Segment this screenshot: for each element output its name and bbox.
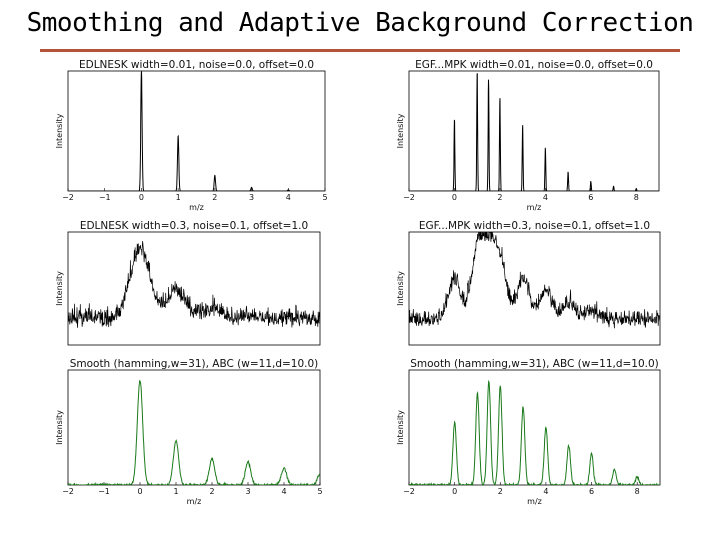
series-line <box>409 379 660 485</box>
y-axis-label: Intensity <box>396 113 405 148</box>
x-tick-label: 4 <box>286 193 291 202</box>
x-tick-label: 8 <box>635 487 640 496</box>
panel-4: EGF...MPK width=0.3, noise=0.1, offset=1… <box>396 220 661 346</box>
panel-3: EDLNESK width=0.3, noise=0.1, offset=1.0… <box>55 220 321 346</box>
panel-title: Smooth (hamming,w=31), ABC (w=11,d=10.0) <box>410 358 659 370</box>
x-tick-label: 8 <box>634 193 639 202</box>
x-tick-label: 6 <box>588 193 593 202</box>
plot-frame <box>67 70 326 192</box>
panel-title: EGF...MPK width=0.01, noise=0.0, offset=… <box>415 59 653 71</box>
x-axis-label: m/z <box>527 497 542 506</box>
x-tick-label: 0 <box>137 487 142 496</box>
x-tick-label: 3 <box>245 487 250 496</box>
panel-title: EGF...MPK width=0.3, noise=0.1, offset=1… <box>419 220 650 232</box>
x-tick-label: 5 <box>317 487 322 496</box>
x-tick-label: −2 <box>403 193 415 202</box>
y-axis-label: Intensity <box>55 271 64 306</box>
title-underline <box>40 49 680 52</box>
x-tick-label: 4 <box>543 193 548 202</box>
plot-frame <box>408 369 661 486</box>
x-axis-label: m/z <box>187 497 202 506</box>
x-tick-label: 4 <box>281 487 286 496</box>
panel-title: EDLNESK width=0.3, noise=0.1, offset=1.0 <box>80 220 308 232</box>
slide-title: Smoothing and Adaptive Background Correc… <box>26 8 694 38</box>
panel-5: Smooth (hamming,w=31), ABC (w=11,d=10.0)… <box>55 358 323 506</box>
y-axis-label: Intensity <box>55 410 64 445</box>
x-tick-label: 2 <box>498 487 503 496</box>
x-tick-label: 1 <box>176 193 181 202</box>
x-tick-label: −2 <box>62 193 74 202</box>
panel-6: Smooth (hamming,w=31), ABC (w=11,d=10.0)… <box>396 358 661 506</box>
panel-title: Smooth (hamming,w=31), ABC (w=11,d=10.0) <box>70 358 319 370</box>
plot-frame <box>408 231 661 346</box>
x-tick-label: 2 <box>497 193 502 202</box>
x-tick-label: 0 <box>452 193 457 202</box>
x-tick-label: −1 <box>99 193 111 202</box>
plot-frame <box>67 369 321 486</box>
x-tick-label: 0 <box>139 193 144 202</box>
series-line <box>68 380 320 485</box>
plot-frame <box>67 231 321 346</box>
x-tick-label: 4 <box>543 487 548 496</box>
panel-2: EGF...MPK width=0.01, noise=0.0, offset=… <box>396 59 660 212</box>
x-tick-label: 2 <box>212 193 217 202</box>
x-tick-label: 0 <box>452 487 457 496</box>
x-axis-label: m/z <box>527 203 542 212</box>
x-tick-label: 2 <box>209 487 214 496</box>
panel-1: EDLNESK width=0.01, noise=0.0, offset=0.… <box>55 59 328 212</box>
y-axis-label: Intensity <box>55 113 64 148</box>
y-axis-label: Intensity <box>396 410 405 445</box>
x-axis-label: m/z <box>189 203 204 212</box>
x-tick-label: −2 <box>62 487 74 496</box>
plot-frame <box>408 70 660 192</box>
panel-title: EDLNESK width=0.01, noise=0.0, offset=0.… <box>79 59 314 71</box>
x-tick-label: 1 <box>173 487 178 496</box>
x-tick-label: 6 <box>589 487 594 496</box>
series-line <box>68 241 320 328</box>
series-line <box>409 232 660 329</box>
x-tick-label: 3 <box>249 193 254 202</box>
x-tick-label: −1 <box>98 487 110 496</box>
y-axis-label: Intensity <box>396 271 405 306</box>
x-tick-label: 5 <box>322 193 327 202</box>
x-tick-label: −2 <box>403 487 415 496</box>
